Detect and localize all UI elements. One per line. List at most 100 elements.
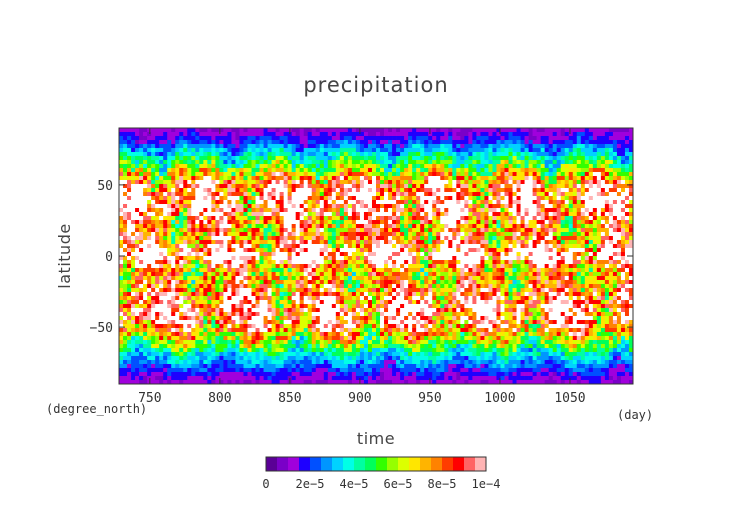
heatmap-cell (472, 244, 477, 249)
heatmap-cell (476, 180, 481, 185)
heatmap-cell (323, 256, 329, 261)
heatmap-cell (183, 220, 188, 225)
heatmap-cell (271, 276, 276, 281)
heatmap-cell (412, 140, 417, 145)
heatmap-cell (243, 252, 248, 257)
heatmap-cell (564, 228, 570, 233)
heatmap-cell (147, 184, 152, 189)
heatmap-cell (444, 128, 449, 133)
heatmap-cell (283, 144, 289, 149)
heatmap-cell (572, 148, 578, 153)
heatmap-cell (331, 192, 337, 197)
heatmap-cell (143, 156, 148, 161)
heatmap-cell (291, 144, 297, 149)
heatmap-cell (227, 220, 232, 225)
heatmap-cell (231, 228, 236, 233)
heatmap-cell (420, 272, 425, 277)
heatmap-cell (384, 256, 389, 261)
heatmap-cell (135, 168, 140, 173)
heatmap-cell (404, 204, 409, 209)
heatmap-cell (536, 276, 541, 281)
heatmap-field (119, 128, 634, 385)
heatmap-cell (319, 140, 325, 145)
heatmap-cell (560, 192, 566, 197)
heatmap-cell (127, 280, 132, 285)
heatmap-cell (568, 232, 574, 237)
heatmap-cell (275, 144, 280, 149)
heatmap-cell (355, 144, 361, 149)
heatmap-cell (536, 164, 541, 169)
heatmap-cell (155, 176, 160, 181)
heatmap-cell (428, 248, 433, 253)
heatmap-cell (524, 148, 529, 153)
heatmap-cell (347, 148, 353, 153)
heatmap-cell (147, 172, 152, 177)
heatmap-cell (596, 128, 602, 133)
heatmap-cell (604, 204, 610, 209)
heatmap-cell (576, 240, 582, 245)
heatmap-cell (456, 276, 461, 281)
heatmap-cell (243, 192, 248, 197)
heatmap-cell (195, 132, 200, 137)
heatmap-cell (400, 140, 405, 145)
heatmap-cell (191, 268, 196, 273)
heatmap-cell (376, 232, 381, 237)
heatmap-cell (187, 180, 192, 185)
heatmap-cell (139, 264, 144, 269)
heatmap-cell (355, 280, 361, 285)
heatmap-cell (303, 236, 309, 241)
heatmap-cell (291, 256, 297, 261)
heatmap-cell (319, 136, 325, 141)
heatmap-cell (367, 232, 373, 237)
heatmap-cell (287, 192, 293, 197)
heatmap-cell (592, 192, 598, 197)
heatmap-cell (480, 244, 485, 249)
heatmap-cell (612, 220, 618, 225)
heatmap-cell (380, 272, 385, 277)
heatmap-cell (327, 172, 333, 177)
heatmap-cell (163, 252, 168, 257)
heatmap-cell (584, 192, 590, 197)
heatmap-cell (380, 132, 385, 137)
heatmap-cell (464, 260, 469, 265)
heatmap-cell (488, 152, 493, 157)
heatmap-cell (452, 240, 457, 245)
heatmap-cell (175, 140, 180, 145)
heatmap-cell (307, 212, 313, 217)
heatmap-cell (223, 144, 228, 149)
heatmap-cell (151, 196, 156, 201)
heatmap-cell (624, 192, 630, 197)
heatmap-cell (167, 264, 172, 269)
heatmap-cell (452, 276, 457, 281)
heatmap-cell (436, 260, 441, 265)
heatmap-cell (223, 252, 228, 257)
heatmap-cell (428, 156, 433, 161)
heatmap-cell (307, 152, 313, 157)
heatmap-cell (604, 208, 610, 213)
heatmap-cell (287, 220, 293, 225)
heatmap-cell (428, 188, 433, 193)
heatmap-cell (283, 280, 289, 285)
heatmap-cell (139, 276, 144, 281)
heatmap-cell (359, 128, 365, 133)
heatmap-cell (564, 224, 570, 229)
heatmap-cell (231, 160, 236, 165)
heatmap-cell (327, 188, 333, 193)
heatmap-cell (203, 208, 208, 213)
heatmap-cell (600, 152, 606, 157)
heatmap-cell (396, 168, 401, 173)
heatmap-cell (147, 260, 152, 265)
heatmap-cell (512, 172, 517, 177)
heatmap-cell (412, 264, 417, 269)
heatmap-cell (147, 204, 152, 209)
heatmap-cell (556, 156, 562, 161)
heatmap-cell (195, 268, 200, 273)
heatmap-cell (612, 240, 618, 245)
heatmap-cell (628, 164, 634, 169)
heatmap-cell (416, 148, 421, 153)
heatmap-cell (231, 264, 236, 269)
heatmap-cell (211, 212, 216, 217)
heatmap-cell (508, 228, 513, 233)
heatmap-cell (171, 244, 176, 249)
heatmap-cell (367, 268, 373, 273)
